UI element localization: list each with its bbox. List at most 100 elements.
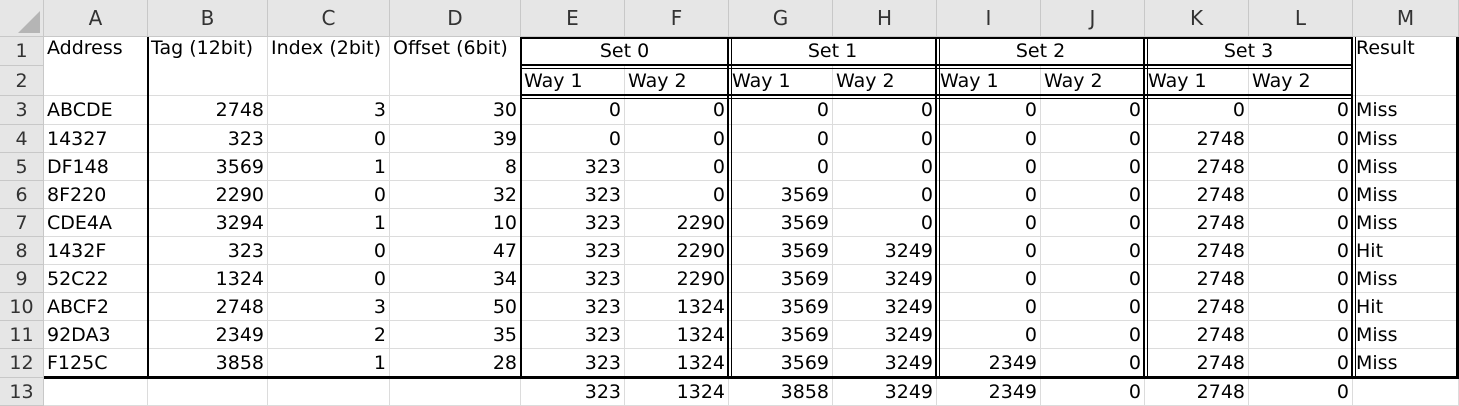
cell-f9[interactable]: 2290 — [625, 265, 729, 293]
column-header-d[interactable]: D — [390, 0, 521, 37]
cell-i11[interactable]: 0 — [937, 321, 1041, 349]
cell-i3[interactable]: 0 — [937, 96, 1041, 125]
cell-d6[interactable]: 32 — [390, 181, 521, 209]
column-header-g[interactable]: G — [729, 0, 833, 37]
cell-k7[interactable]: 2748 — [1145, 209, 1249, 237]
cell-i2[interactable]: Way 1 — [937, 66, 1041, 96]
cell-m1[interactable]: Result — [1353, 37, 1459, 96]
cell-k6[interactable]: 2748 — [1145, 181, 1249, 209]
cell-a8[interactable]: 1432F — [44, 237, 148, 265]
cell-m6[interactable]: Miss — [1353, 181, 1459, 209]
row-header-13[interactable]: 13 — [0, 378, 44, 406]
cell-b11[interactable]: 2349 — [148, 321, 268, 349]
cell-m4[interactable]: Miss — [1353, 125, 1459, 153]
cell-k5[interactable]: 2748 — [1145, 153, 1249, 181]
cell-j13[interactable]: 0 — [1041, 378, 1145, 406]
cell-j2[interactable]: Way 2 — [1041, 66, 1145, 96]
cell-e2[interactable]: Way 1 — [521, 66, 625, 96]
column-header-i[interactable]: I — [937, 0, 1041, 37]
cell-h9[interactable]: 3249 — [833, 265, 937, 293]
cell-h3[interactable]: 0 — [833, 96, 937, 125]
cell-c1[interactable]: Index (2bit) — [268, 37, 390, 96]
cell-f12[interactable]: 1324 — [625, 349, 729, 378]
cell-k12[interactable]: 2748 — [1145, 349, 1249, 378]
column-header-c[interactable]: C — [268, 0, 390, 37]
cell-g2[interactable]: Way 1 — [729, 66, 833, 96]
cell-c10[interactable]: 3 — [268, 293, 390, 321]
row-header-8[interactable]: 8 — [0, 237, 44, 265]
cell-h8[interactable]: 3249 — [833, 237, 937, 265]
cell-c3[interactable]: 3 — [268, 96, 390, 125]
cell-j11[interactable]: 0 — [1041, 321, 1145, 349]
cell-m9[interactable]: Miss — [1353, 265, 1459, 293]
cell-b9[interactable]: 1324 — [148, 265, 268, 293]
cell-b3[interactable]: 2748 — [148, 96, 268, 125]
cell-h2[interactable]: Way 2 — [833, 66, 937, 96]
cell-c5[interactable]: 1 — [268, 153, 390, 181]
row-header-1[interactable]: 1 — [0, 37, 44, 66]
cell-l7[interactable]: 0 — [1249, 209, 1353, 237]
cell-h7[interactable]: 0 — [833, 209, 937, 237]
cell-l13[interactable]: 0 — [1249, 378, 1353, 406]
row-header-4[interactable]: 4 — [0, 125, 44, 153]
cell-j12[interactable]: 0 — [1041, 349, 1145, 378]
cell-f3[interactable]: 0 — [625, 96, 729, 125]
cell-i6[interactable]: 0 — [937, 181, 1041, 209]
cell-j10[interactable]: 0 — [1041, 293, 1145, 321]
cell-m8[interactable]: Hit — [1353, 237, 1459, 265]
cell-c7[interactable]: 1 — [268, 209, 390, 237]
cell-f11[interactable]: 1324 — [625, 321, 729, 349]
row-header-3[interactable]: 3 — [0, 96, 44, 125]
cell-d3[interactable]: 30 — [390, 96, 521, 125]
cell-f7[interactable]: 2290 — [625, 209, 729, 237]
cell-g6[interactable]: 3569 — [729, 181, 833, 209]
cell-k9[interactable]: 2748 — [1145, 265, 1249, 293]
cell-k8[interactable]: 2748 — [1145, 237, 1249, 265]
cell-g5[interactable]: 0 — [729, 153, 833, 181]
cell-e13[interactable]: 323 — [521, 378, 625, 406]
cell-e5[interactable]: 323 — [521, 153, 625, 181]
row-header-6[interactable]: 6 — [0, 181, 44, 209]
cell-i1[interactable]: Set 2 — [937, 37, 1145, 66]
cell-k13[interactable]: 2748 — [1145, 378, 1249, 406]
cell-c8[interactable]: 0 — [268, 237, 390, 265]
cell-i8[interactable]: 0 — [937, 237, 1041, 265]
cell-a7[interactable]: CDE4A — [44, 209, 148, 237]
row-header-11[interactable]: 11 — [0, 321, 44, 349]
cell-g13[interactable]: 3858 — [729, 378, 833, 406]
cell-l8[interactable]: 0 — [1249, 237, 1353, 265]
cell-k11[interactable]: 2748 — [1145, 321, 1249, 349]
cell-i12[interactable]: 2349 — [937, 349, 1041, 378]
cell-f2[interactable]: Way 2 — [625, 66, 729, 96]
cell-j8[interactable]: 0 — [1041, 237, 1145, 265]
column-header-a[interactable]: A — [44, 0, 148, 37]
cell-g1[interactable]: Set 1 — [729, 37, 937, 66]
row-header-12[interactable]: 12 — [0, 349, 44, 378]
cell-a6[interactable]: 8F220 — [44, 181, 148, 209]
cell-m5[interactable]: Miss — [1353, 153, 1459, 181]
cell-g7[interactable]: 3569 — [729, 209, 833, 237]
cell-l2[interactable]: Way 2 — [1249, 66, 1353, 96]
cell-k3[interactable]: 0 — [1145, 96, 1249, 125]
cell-h11[interactable]: 3249 — [833, 321, 937, 349]
cell-d11[interactable]: 35 — [390, 321, 521, 349]
cell-a12[interactable]: F125C — [44, 349, 148, 378]
row-header-5[interactable]: 5 — [0, 153, 44, 181]
cell-h12[interactable]: 3249 — [833, 349, 937, 378]
cell-g11[interactable]: 3569 — [729, 321, 833, 349]
cell-e9[interactable]: 323 — [521, 265, 625, 293]
cell-d8[interactable]: 47 — [390, 237, 521, 265]
column-header-l[interactable]: L — [1249, 0, 1353, 37]
cell-h5[interactable]: 0 — [833, 153, 937, 181]
cell-j4[interactable]: 0 — [1041, 125, 1145, 153]
cell-l12[interactable]: 0 — [1249, 349, 1353, 378]
cell-i10[interactable]: 0 — [937, 293, 1041, 321]
select-all-corner[interactable] — [0, 0, 44, 37]
cell-j7[interactable]: 0 — [1041, 209, 1145, 237]
cell-c9[interactable]: 0 — [268, 265, 390, 293]
cell-b7[interactable]: 3294 — [148, 209, 268, 237]
cell-a9[interactable]: 52C22 — [44, 265, 148, 293]
cell-f4[interactable]: 0 — [625, 125, 729, 153]
cell-m7[interactable]: Miss — [1353, 209, 1459, 237]
cell-d4[interactable]: 39 — [390, 125, 521, 153]
